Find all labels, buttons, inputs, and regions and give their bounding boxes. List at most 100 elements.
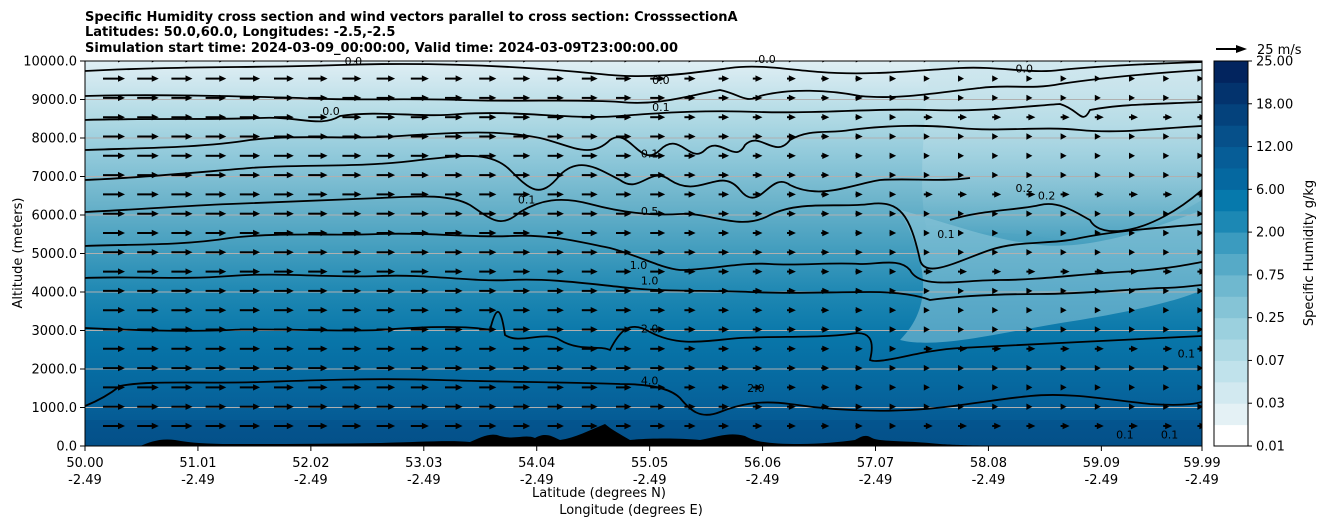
wind-vector [445,75,463,82]
wind-vector [547,287,564,295]
wind-vector [376,229,396,237]
wind-vector [752,94,763,102]
wind-vector [718,403,730,410]
wind-vector [616,133,632,140]
wind-vector [1197,249,1202,256]
wind-vector [684,152,696,159]
wind-vector [1197,152,1202,159]
wind-vector [239,345,261,352]
wind-vector [103,287,125,295]
wind-vector [479,307,497,314]
wind-vector [137,403,159,410]
wind-vector [171,364,193,372]
wind-vector [547,307,564,314]
wind-vector [992,229,999,237]
wind-vector [547,94,564,102]
colorbar-band [1214,103,1248,126]
wind-vector [103,307,125,314]
wind-vector [923,326,930,333]
wind-vector [205,114,227,121]
wind-vector [958,287,964,295]
wind-vector [581,229,598,237]
wind-vector [581,152,598,159]
colorbar-band [1214,232,1248,254]
wind-vector [787,307,796,314]
wind-vector [1060,75,1067,82]
wind-vector [513,364,531,372]
wind-vector [137,249,159,256]
colorbar-tick-label: 6.00 [1256,183,1285,198]
wind-vector [274,345,294,352]
wind-vector [787,249,796,256]
wind-vector [923,229,930,237]
wind-vector [787,94,796,102]
wind-vector [479,114,497,121]
wind-vector [581,384,598,391]
wind-vector [1129,152,1135,159]
wind-vector [684,268,696,275]
wind-vector [787,210,796,217]
wind-vector [137,384,159,391]
wind-vector [171,307,193,314]
wind-vector [1129,229,1135,237]
wind-vector [821,345,830,352]
wind-vector [855,364,863,372]
x-tick-label-lat: 54.04 [518,456,555,471]
wind-vector [342,133,362,140]
wind-vector [718,114,730,121]
wind-vector [171,152,193,159]
wind-vector [855,403,863,410]
wind-vector [958,422,967,430]
wind-vector [137,152,159,159]
wind-vector [376,133,396,140]
colorbar-band [1214,403,1248,426]
wind-vector [958,114,967,121]
wind-vector [1060,229,1067,237]
wind-vector [650,422,666,430]
wind-vector [650,191,666,198]
wind-vector [923,384,930,391]
wind-vector [479,249,497,256]
wind-vector [1026,75,1033,82]
wind-vector [274,171,294,179]
wind-vector [581,191,598,198]
wind-vector [1163,268,1173,275]
colorbar-band [1214,317,1248,340]
y-tick-label: 3000.0 [32,324,78,339]
wind-vector [445,114,463,121]
colorbar-band [1214,146,1248,169]
wind-vector [376,114,396,121]
wind-vector [239,403,261,410]
wind-vector [103,210,125,217]
wind-vector [376,384,396,391]
wind-vector [581,94,598,102]
wind-vector [1163,326,1170,333]
wind-vector [308,345,328,352]
wind-vector [137,345,159,352]
wind-vector [1060,94,1067,102]
wind-vector [274,94,294,102]
wind-vector [205,229,227,237]
wind-vector [684,307,696,314]
wind-vector [445,171,463,179]
wind-vector [274,422,294,430]
wind-vector [616,403,632,410]
wind-vector [855,94,863,102]
wind-vector [581,268,598,275]
wind-vector [137,210,159,217]
wind-vector [1197,268,1202,275]
wind-vector [205,287,227,295]
wind-vector [855,114,863,121]
y-tick-label: 2000.0 [32,363,78,378]
wind-vector [718,384,730,391]
wind-vector [684,364,696,372]
wind-vector [992,94,999,102]
y-tick-label: 10000.0 [23,55,77,70]
wind-vector [239,191,261,198]
wind-vector [1163,210,1170,217]
wind-vector [616,191,632,198]
wind-vector [376,326,396,333]
wind-vector [855,133,863,140]
wind-vector [684,422,696,430]
x-tick-label-lon: -2.49 [1085,473,1119,488]
